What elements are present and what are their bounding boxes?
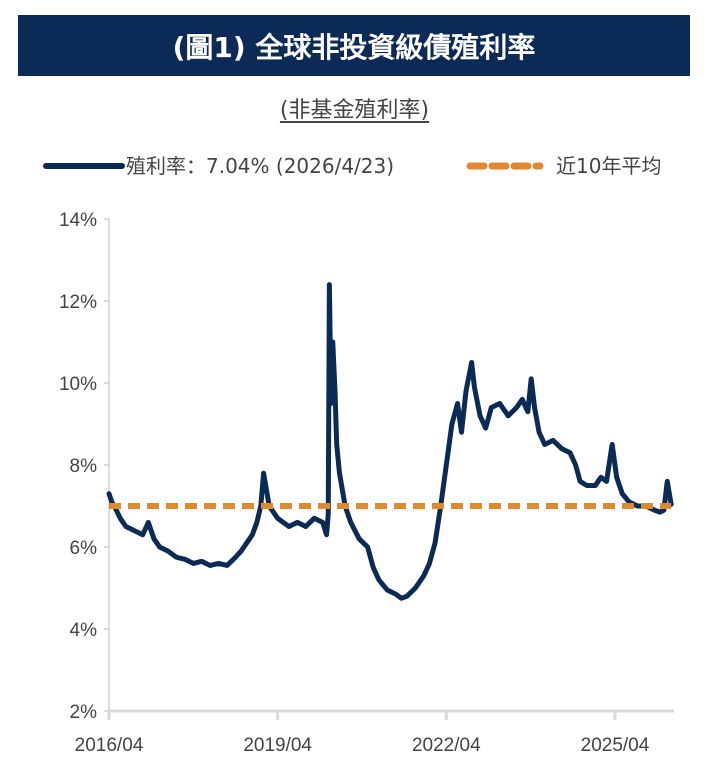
- y-tick-label: 6%: [70, 538, 98, 559]
- y-tick-label: 4%: [70, 620, 98, 641]
- y-tick-label: 14%: [59, 210, 97, 231]
- x-tick-label: 2022/04: [412, 735, 481, 756]
- y-tick-label: 12%: [59, 292, 97, 313]
- y-tick-label: 10%: [59, 374, 97, 395]
- legend-label-yield: 殖利率：7.04% (2026/4/23): [126, 154, 394, 178]
- y-tick-label: 2%: [70, 702, 98, 723]
- legend-label-average: 近10年平均: [556, 154, 661, 178]
- yield-series-line: [106, 282, 674, 601]
- x-tick-label: 2019/04: [243, 735, 312, 756]
- chart-title: (圖1) 全球非投資級債殖利率: [172, 30, 536, 64]
- x-tick-label: 2016/04: [75, 735, 144, 756]
- x-tick-label: 2025/04: [581, 735, 650, 756]
- y-tick-label: 8%: [70, 456, 98, 477]
- chart-subtitle-wrap: (非基金殖利率): [0, 92, 709, 124]
- chart-title-banner: (圖1) 全球非投資級債殖利率: [18, 15, 690, 76]
- chart-subtitle: (非基金殖利率): [279, 98, 430, 123]
